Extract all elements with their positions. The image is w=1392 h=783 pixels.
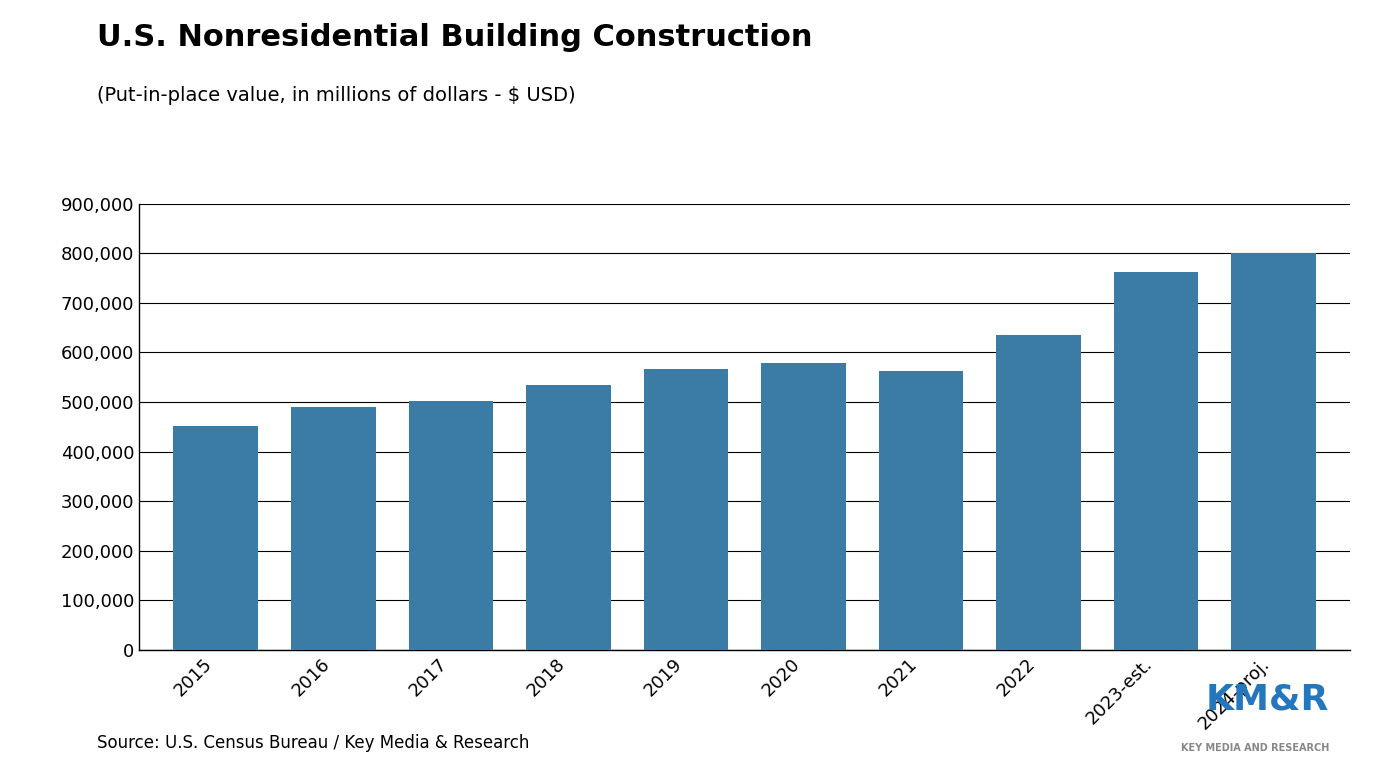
Bar xyxy=(409,401,493,650)
Bar xyxy=(643,369,728,650)
Text: KM&R: KM&R xyxy=(1205,683,1329,716)
Text: (Put-in-place value, in millions of dollars - $ USD): (Put-in-place value, in millions of doll… xyxy=(97,86,576,105)
Bar xyxy=(526,384,611,650)
Text: KEY MEDIA AND RESEARCH: KEY MEDIA AND RESEARCH xyxy=(1180,743,1329,753)
Bar xyxy=(1232,253,1315,650)
Bar xyxy=(291,407,376,650)
Bar xyxy=(174,426,258,650)
Text: Source: U.S. Census Bureau / Key Media & Research: Source: U.S. Census Bureau / Key Media &… xyxy=(97,734,530,752)
Bar xyxy=(1114,272,1199,650)
Bar xyxy=(878,371,963,650)
Text: U.S. Nonresidential Building Construction: U.S. Nonresidential Building Constructio… xyxy=(97,23,813,52)
Bar xyxy=(997,335,1080,650)
Bar xyxy=(761,363,846,650)
